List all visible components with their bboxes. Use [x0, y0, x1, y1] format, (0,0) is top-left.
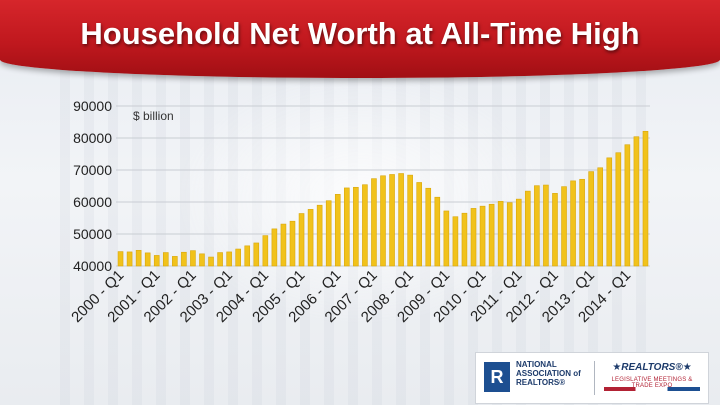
bar	[307, 209, 314, 267]
bar	[280, 223, 287, 267]
bar	[334, 194, 341, 267]
logo-divider	[594, 361, 595, 395]
nar-logo-icon: R	[484, 362, 510, 392]
bar	[624, 144, 631, 267]
bar	[543, 184, 549, 267]
bar	[217, 252, 223, 267]
bar	[380, 175, 386, 267]
bar	[371, 178, 377, 267]
bar	[298, 213, 305, 267]
bar	[144, 252, 151, 267]
nar-logo-text: NATIONAL ASSOCIATION of REALTORS®	[516, 360, 581, 387]
bar	[506, 202, 513, 267]
y-tick-labels: 90000 80000 70000 60000 50000 40000	[73, 98, 112, 274]
bar	[615, 152, 622, 267]
bar	[470, 208, 477, 267]
bar	[271, 228, 278, 267]
bar	[398, 173, 404, 267]
bar	[181, 251, 187, 267]
y-tick-label: 40000	[73, 258, 112, 274]
bar	[588, 171, 594, 267]
bar	[488, 203, 495, 267]
title-banner	[0, 0, 720, 78]
bar	[208, 256, 214, 267]
y-tick-label: 80000	[73, 130, 112, 146]
bar	[606, 157, 613, 267]
bar	[289, 220, 296, 267]
bar	[434, 196, 441, 267]
bar	[633, 136, 640, 267]
realtors-logo-text: ★REALTORS®★	[612, 362, 692, 373]
bar	[135, 250, 142, 267]
bar	[597, 167, 604, 267]
bars	[117, 130, 649, 267]
flag-stripe	[604, 387, 700, 391]
bar	[425, 187, 432, 267]
bar	[642, 130, 649, 267]
bar	[199, 253, 205, 267]
bar	[452, 216, 459, 267]
bar	[244, 245, 251, 267]
y-tick-label: 70000	[73, 162, 112, 178]
bar	[534, 185, 540, 267]
bar	[262, 235, 269, 267]
bar	[407, 174, 413, 267]
bar	[497, 201, 504, 267]
bar	[325, 200, 332, 267]
bar	[153, 255, 160, 267]
bar	[389, 174, 395, 267]
bar	[525, 190, 531, 267]
bar	[561, 186, 567, 267]
bar	[570, 180, 576, 267]
y-tick-label: 90000	[73, 98, 112, 114]
bar	[479, 205, 486, 267]
background-capitol-image	[60, 60, 660, 405]
bar	[362, 184, 368, 267]
bar	[579, 178, 585, 267]
unit-label: $ billion	[133, 109, 174, 123]
bar	[226, 251, 232, 267]
bar	[461, 212, 468, 267]
bar	[172, 256, 178, 267]
bar	[344, 187, 350, 267]
sponsor-logos: R NATIONAL ASSOCIATION of REALTORS® ★REA…	[475, 352, 709, 404]
page-title: Household Net Worth at All-Time High	[80, 16, 640, 51]
bar	[190, 250, 196, 267]
bar	[353, 186, 359, 267]
y-tick-label: 50000	[73, 226, 112, 242]
bar	[235, 248, 241, 267]
bar	[316, 204, 323, 267]
bar	[443, 210, 450, 267]
bar	[117, 251, 124, 267]
bar	[515, 198, 522, 267]
y-tick-label: 60000	[73, 194, 112, 210]
bar	[416, 182, 422, 267]
bar	[126, 251, 133, 267]
bar	[253, 242, 260, 267]
bar	[552, 193, 558, 267]
bar	[162, 252, 169, 267]
meetings-logo-text: LEGISLATIVE MEETINGS & TRADE EXPO	[611, 377, 693, 389]
